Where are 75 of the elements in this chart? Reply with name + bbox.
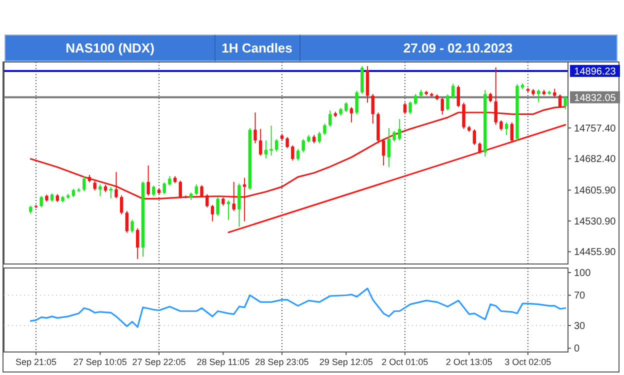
candlestick <box>488 92 492 103</box>
candlestick <box>210 204 214 222</box>
candlestick <box>93 180 96 192</box>
candlestick <box>120 194 124 215</box>
candlestick <box>536 89 540 103</box>
candlestick <box>323 123 326 136</box>
candlestick <box>152 185 156 197</box>
y-tick-label: 14455.90 <box>574 247 616 258</box>
candlestick <box>302 138 305 153</box>
candlestick <box>504 122 508 136</box>
chart-subtitle: 1H Candles <box>222 40 292 56</box>
candlestick <box>510 122 514 143</box>
x-tick-label: 27 Sep 22:05 <box>132 357 186 367</box>
y-tick-label: 14605.90 <box>574 186 616 197</box>
candlestick <box>98 184 102 197</box>
candlestick <box>162 182 166 195</box>
candlestick <box>387 128 390 168</box>
y-tick-label: 14757.40 <box>574 123 616 134</box>
y-tick-label: 70 <box>574 290 586 302</box>
y-tick-label: 0 <box>574 344 580 355</box>
candlestick <box>226 200 230 221</box>
y-tick-label: 14682.40 <box>574 154 616 166</box>
candlestick <box>392 130 396 142</box>
x-tick-label: Sep 21:05 <box>15 357 57 367</box>
candlestick <box>125 210 129 234</box>
candlestick <box>318 131 321 144</box>
candlestick <box>355 90 358 116</box>
x-tick-label: 3 Oct 02:05 <box>504 357 552 367</box>
candlestick <box>264 140 268 159</box>
x-tick-label: 29 Sep 12:05 <box>319 357 373 367</box>
x-tick-label: 2 Oct 13:05 <box>446 357 492 367</box>
candlestick <box>130 219 134 234</box>
candlestick <box>472 128 476 146</box>
candlestick <box>478 142 482 154</box>
x-tick-label: 28 Sep 11:05 <box>196 357 250 367</box>
candlestick <box>344 102 348 113</box>
candlestick <box>440 97 444 116</box>
candlestick <box>414 94 418 106</box>
candlestick <box>371 94 374 124</box>
candlestick <box>350 106 354 123</box>
ref-line-label: 14896.23 <box>574 66 616 78</box>
chart-title: NAS100 (NDX) <box>66 40 154 56</box>
candlestick <box>446 94 450 111</box>
candlestick <box>382 138 386 166</box>
candlestick <box>194 184 198 196</box>
x-tick-label: 2 Oct 01:05 <box>382 357 428 367</box>
y-tick-label: 14530.90 <box>574 216 616 228</box>
candlestick <box>286 136 289 149</box>
candlestick <box>451 83 455 100</box>
candlestick <box>216 196 220 216</box>
line-series <box>30 288 566 328</box>
x-tick-label: 27 Sep 10:05 <box>73 357 127 367</box>
candlestick <box>456 84 460 108</box>
candlestick <box>168 176 172 186</box>
candlestick <box>291 144 294 162</box>
candlestick <box>258 128 262 156</box>
candlestick <box>408 100 412 115</box>
ref-line-label: 14832.05 <box>574 92 616 104</box>
candlestick <box>40 195 43 208</box>
candlestick <box>564 96 567 110</box>
candlestick <box>275 138 278 152</box>
candlestick <box>254 112 257 144</box>
candlestick <box>403 102 407 115</box>
candlestick <box>82 176 86 192</box>
y-tick-label: 30 <box>574 321 586 332</box>
candlestick <box>296 148 300 162</box>
candlestick <box>270 125 273 156</box>
candlestick <box>500 120 503 132</box>
candlestick <box>136 228 140 260</box>
candlestick <box>328 110 332 128</box>
y-tick-label: 100 <box>574 268 592 280</box>
candlestick <box>146 164 150 196</box>
text: 27.09 - 02.10.2023 <box>403 40 513 56</box>
x-tick-label: 28 Sep 23:05 <box>255 357 309 367</box>
candlestick <box>398 118 402 141</box>
